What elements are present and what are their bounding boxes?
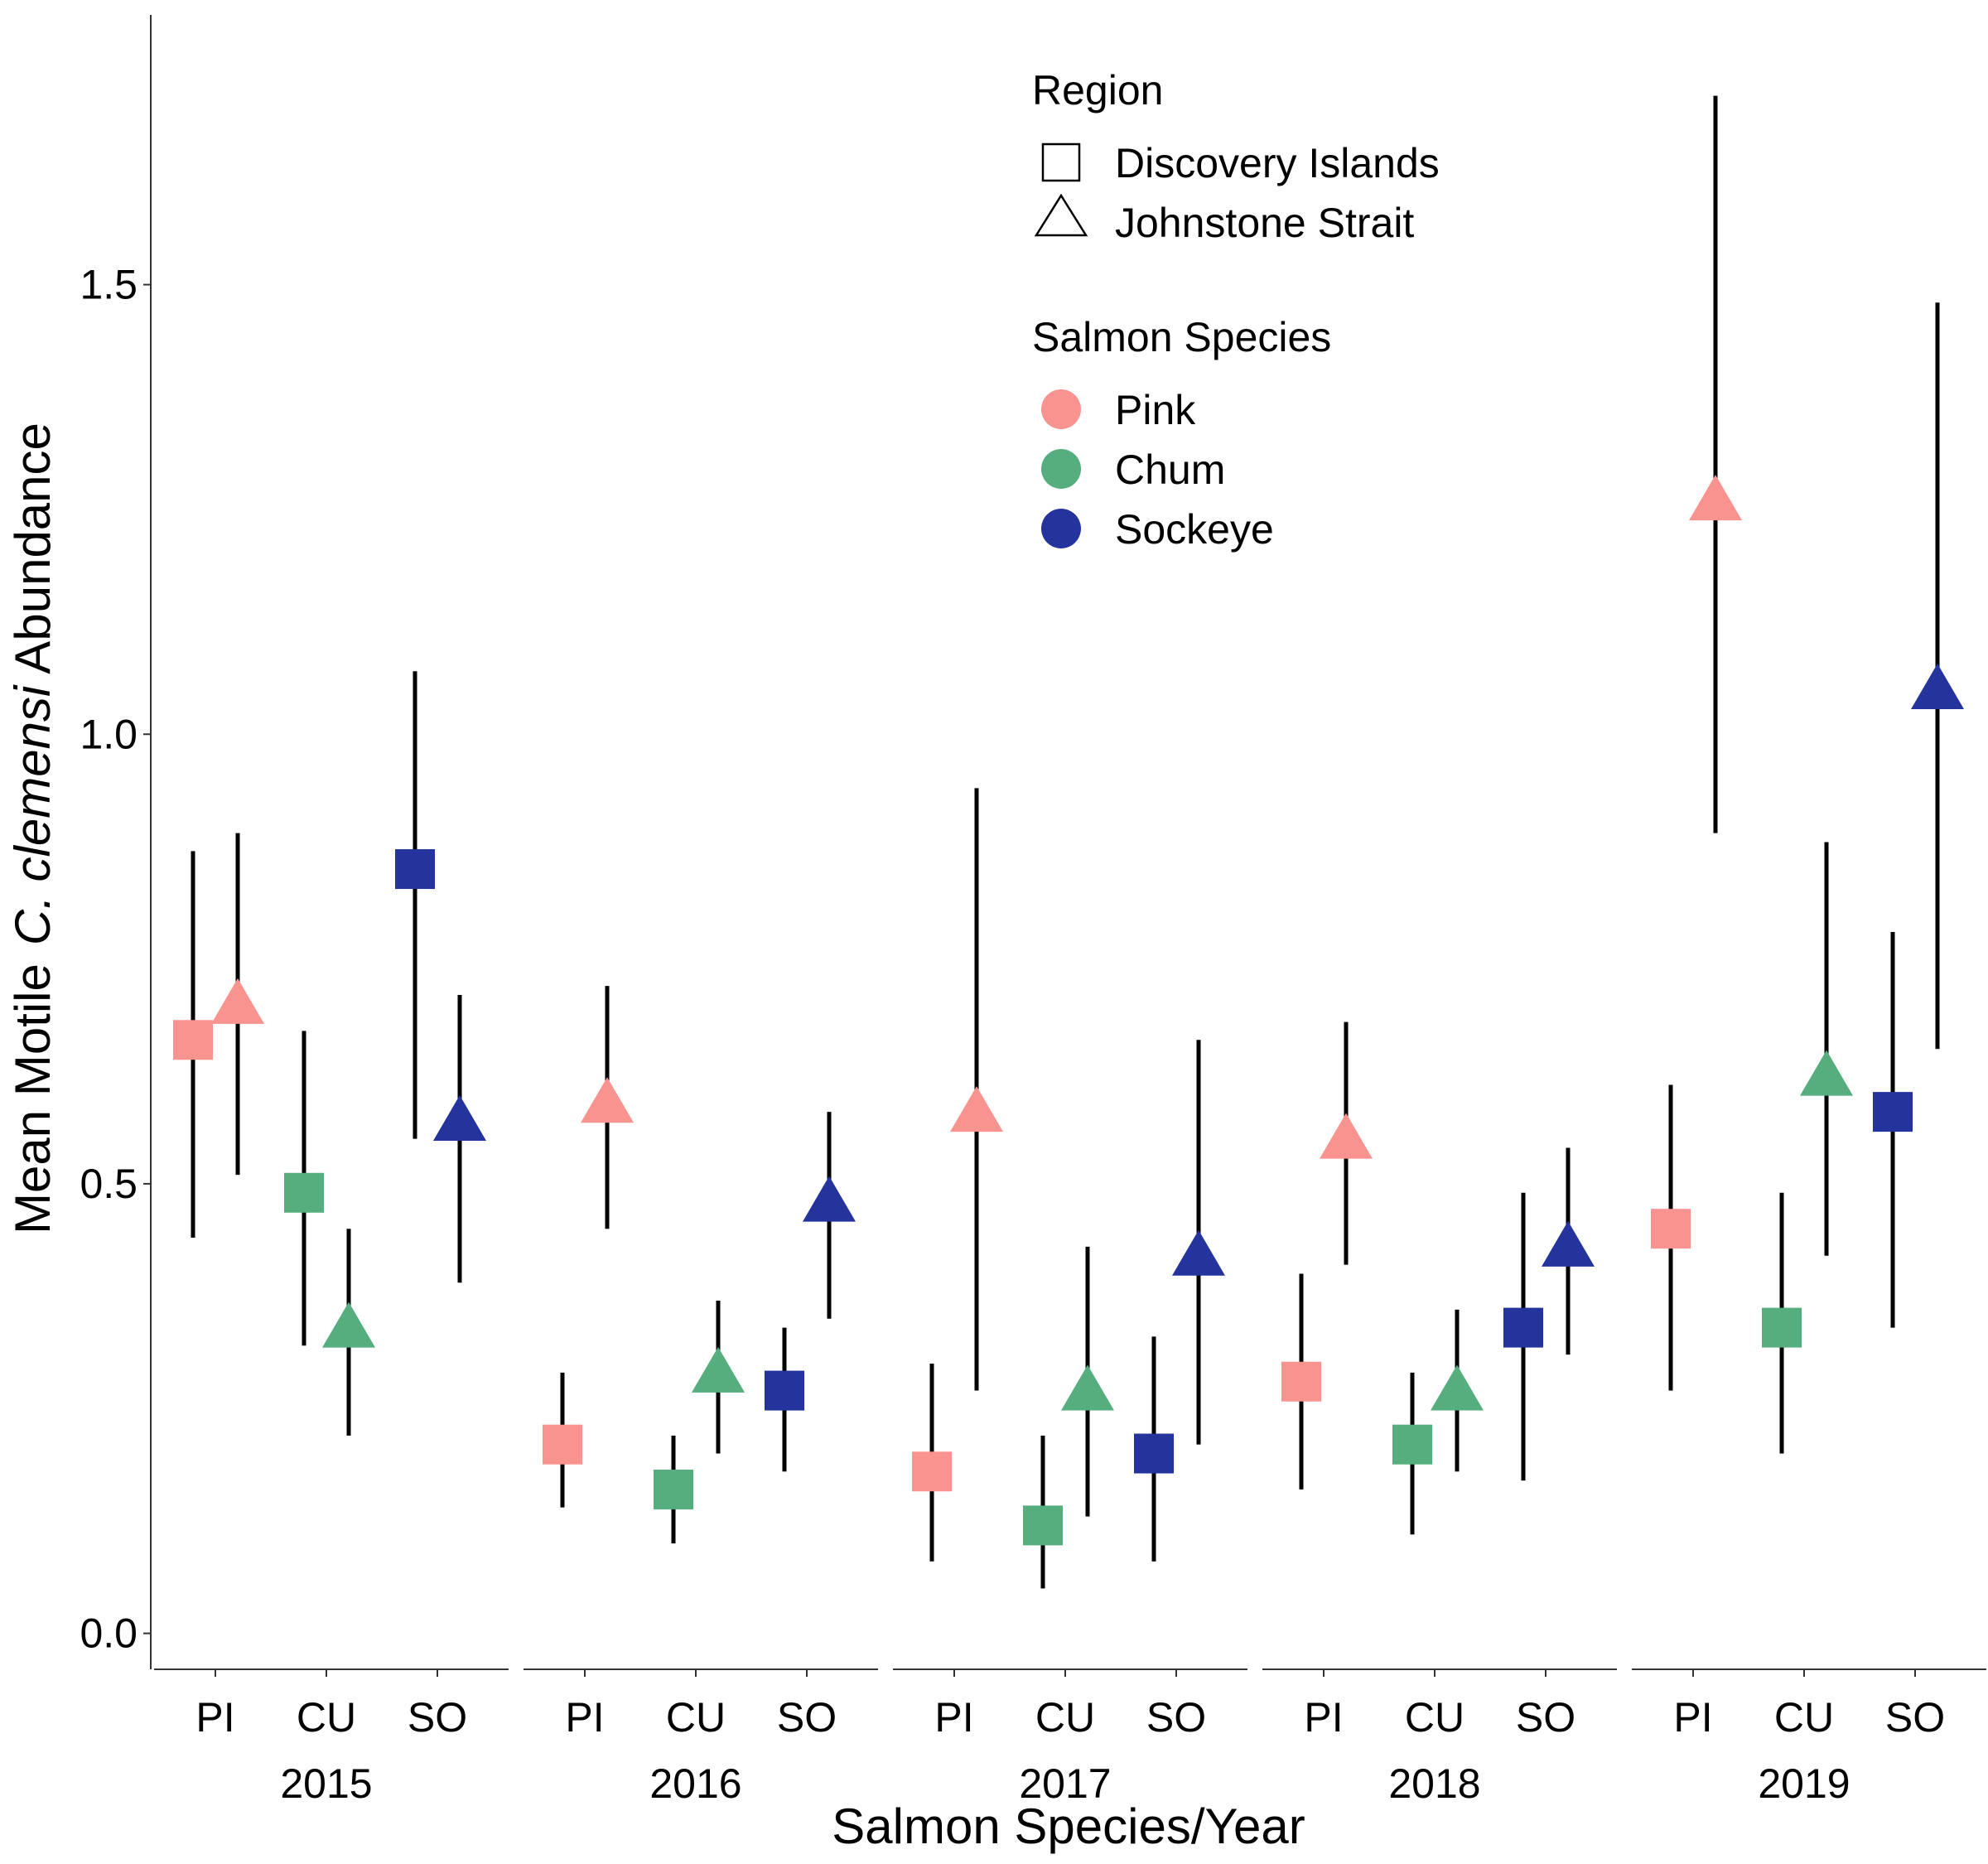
point-marker-triangle bbox=[1911, 663, 1964, 709]
point-marker-square bbox=[1023, 1505, 1063, 1546]
x-tick-label: PI bbox=[565, 1694, 604, 1741]
x-tick-label: SO bbox=[408, 1694, 467, 1741]
point-marker-square bbox=[1281, 1361, 1321, 1402]
point-marker-triangle bbox=[322, 1301, 375, 1348]
point-marker-triangle bbox=[803, 1176, 856, 1222]
point-marker-square bbox=[1651, 1209, 1691, 1249]
legend-triangle-marker bbox=[1034, 193, 1088, 237]
y-tick-label: 1.5 bbox=[80, 262, 138, 308]
point-marker-square bbox=[543, 1424, 582, 1465]
x-tick-label: PI bbox=[1673, 1694, 1712, 1741]
legend-species-label: Sockeye bbox=[1115, 506, 1274, 553]
x-tick-label: SO bbox=[1885, 1694, 1945, 1741]
x-tick-label: PI bbox=[1304, 1694, 1343, 1741]
point-marker-square bbox=[1503, 1307, 1543, 1348]
year-label: 2019 bbox=[1758, 1760, 1850, 1807]
x-tick-label: PI bbox=[934, 1694, 973, 1741]
point-marker-square bbox=[1134, 1433, 1174, 1474]
x-tick-label: CU bbox=[1405, 1694, 1464, 1741]
markers bbox=[173, 475, 1964, 1546]
x-tick-label: PI bbox=[195, 1694, 234, 1741]
x-tick-label: CU bbox=[666, 1694, 726, 1741]
point-marker-triangle bbox=[1800, 1050, 1853, 1096]
y-tick-label: 0.0 bbox=[80, 1610, 138, 1657]
legend-species-label: Pink bbox=[1115, 387, 1196, 433]
y-axis-title-prefix: Mean Motile bbox=[5, 963, 60, 1234]
legend-species-title: Salmon Species bbox=[1032, 314, 1331, 360]
point-marker-triangle bbox=[1320, 1113, 1373, 1159]
point-marker-triangle bbox=[1431, 1364, 1484, 1411]
point-marker-triangle bbox=[1061, 1364, 1114, 1411]
point-marker-square bbox=[173, 1020, 213, 1060]
x-axis-title: Salmon Species/Year bbox=[832, 1799, 1305, 1854]
year-label: 2016 bbox=[649, 1760, 741, 1807]
point-marker-triangle bbox=[950, 1086, 1003, 1132]
legend-chum-marker bbox=[1041, 449, 1081, 489]
x-tick-label: SO bbox=[777, 1694, 837, 1741]
point-marker-square bbox=[912, 1451, 952, 1492]
point-marker-triangle bbox=[433, 1094, 486, 1141]
point-marker-triangle bbox=[1172, 1229, 1225, 1276]
point-marker-square bbox=[395, 849, 435, 890]
legend-square-marker bbox=[1041, 142, 1081, 182]
y-ticks: 0.0 0.5 1.0 1.5 bbox=[80, 262, 151, 1657]
legend: Region Discovery Islands Johnstone Strai… bbox=[1032, 67, 1440, 553]
y-axis-title: Mean Motile C. clemensi Abundance bbox=[5, 423, 60, 1234]
x-tick-label: CU bbox=[1035, 1694, 1095, 1741]
point-marker-square bbox=[1762, 1307, 1802, 1348]
legend-region-label: Johnstone Strait bbox=[1115, 200, 1414, 246]
x-tick-label: SO bbox=[1146, 1694, 1206, 1741]
year-label: 2017 bbox=[1019, 1760, 1111, 1807]
point-marker-triangle bbox=[581, 1077, 634, 1123]
y-axis-title-italic: C. clemensi bbox=[5, 684, 60, 945]
point-marker-square bbox=[1392, 1424, 1432, 1465]
x-tick-label: SO bbox=[1516, 1694, 1575, 1741]
y-axis-title-suffix: Abundance bbox=[5, 423, 60, 674]
x-ticks: PI CU SO 2015 PI CU SO 2016 PI CU SO 2017 PI CU SO 2018… bbox=[195, 1669, 1945, 1807]
legend-region-label: Discovery Islands bbox=[1115, 140, 1440, 186]
year-label: 2015 bbox=[280, 1760, 372, 1807]
y-tick-label: 1.0 bbox=[80, 711, 138, 757]
x-tick-label: CU bbox=[297, 1694, 356, 1741]
point-marker-square bbox=[284, 1172, 324, 1213]
point-marker-triangle bbox=[211, 978, 264, 1024]
x-tick-label: CU bbox=[1774, 1694, 1834, 1741]
year-label: 2018 bbox=[1388, 1760, 1480, 1807]
legend-pink-marker bbox=[1041, 389, 1081, 429]
legend-sockeye-marker bbox=[1041, 509, 1081, 548]
point-marker-triangle bbox=[1689, 475, 1742, 521]
point-marker-square bbox=[765, 1370, 804, 1411]
legend-species-label: Chum bbox=[1115, 447, 1225, 493]
plot-area: 0.0 0.5 1.0 1.5 PI CU SO 2015 PI CU SO 2016 PI CU SO 2… bbox=[80, 15, 1986, 1807]
point-marker-triangle bbox=[1542, 1220, 1595, 1267]
point-marker-square bbox=[1873, 1092, 1913, 1132]
y-tick-label: 0.5 bbox=[80, 1161, 138, 1207]
point-marker-square bbox=[654, 1469, 693, 1509]
legend-region-title: Region bbox=[1032, 67, 1163, 113]
point-marker-triangle bbox=[692, 1346, 745, 1393]
